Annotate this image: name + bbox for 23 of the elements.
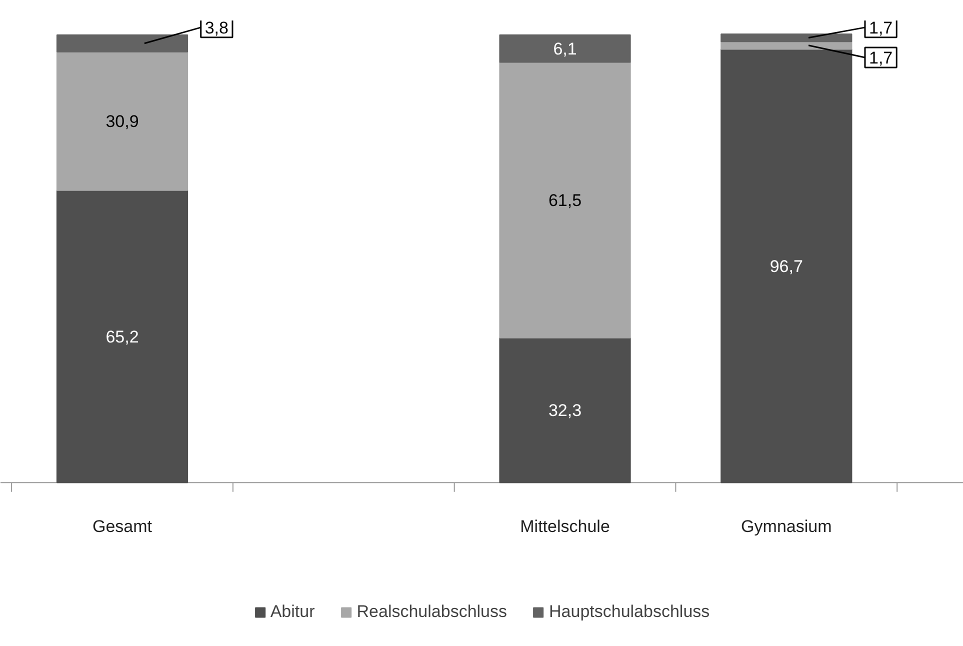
bar — [499, 337, 631, 484]
bar — [499, 62, 631, 338]
legend-label: Abitur — [270, 602, 315, 622]
legend-label: Realschulabschluss — [356, 602, 508, 622]
x-tick-label: Gesamt — [92, 517, 152, 536]
data-label: 1,7 — [868, 48, 893, 68]
data-label: 96,7 — [770, 256, 803, 276]
x-tick-label: Mittelschule — [520, 517, 610, 536]
bar — [720, 33, 852, 42]
legend-label: Hauptschulabschluss — [549, 602, 710, 622]
x-tick-label: Gymnasium — [741, 517, 832, 536]
data-label: 6,1 — [553, 40, 577, 59]
data-label: 3,8 — [204, 18, 228, 38]
data-label: 61,5 — [548, 191, 582, 210]
data-label: 30,9 — [106, 112, 139, 132]
bar — [499, 34, 631, 63]
data-label: 1,7 — [868, 18, 893, 38]
bar — [720, 48, 852, 484]
data-label: 65,2 — [106, 328, 139, 347]
bar — [56, 51, 188, 191]
data-label: 32,3 — [548, 401, 582, 420]
bar — [56, 190, 188, 484]
bar — [56, 34, 188, 52]
